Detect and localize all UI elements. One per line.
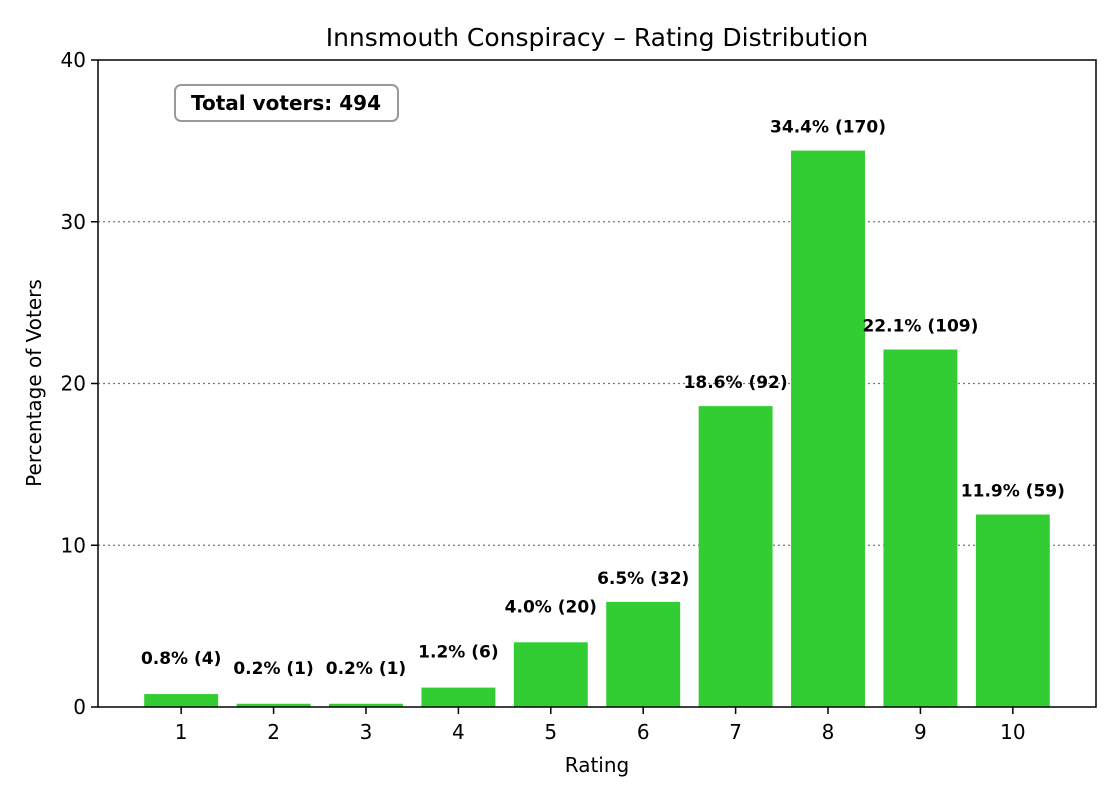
y-tick-label: 10: [61, 533, 86, 557]
x-tick-label: 2: [267, 720, 280, 744]
bar: [329, 703, 403, 707]
y-tick-label: 20: [61, 372, 86, 396]
y-tick-label: 30: [61, 210, 86, 234]
bar: [421, 687, 496, 707]
total-voters-box: [174, 84, 399, 122]
data-label: 22.1% (109): [862, 317, 978, 337]
x-tick-label: 7: [729, 720, 742, 744]
chart-title: Innsmouth Conspiracy – Rating Distributi…: [326, 23, 869, 52]
bar: [144, 694, 219, 707]
data-label: 1.2% (6): [418, 643, 498, 663]
data-label: 0.2% (1): [233, 659, 313, 679]
total-voters-annotation: Total voters: 494: [191, 91, 381, 115]
data-label: 0.2% (1): [326, 659, 406, 679]
x-tick-label: 8: [822, 720, 835, 744]
bar: [883, 349, 958, 707]
bar: [236, 703, 311, 707]
data-label: 4.0% (20): [505, 597, 597, 617]
x-axis-label: Rating: [565, 753, 629, 777]
y-axis-label: Percentage of Voters: [22, 279, 46, 487]
x-tick-label: 4: [452, 720, 465, 744]
bar: [698, 406, 773, 707]
bar: [791, 150, 865, 707]
bar: [606, 601, 681, 707]
x-tick-label: 5: [544, 720, 557, 744]
data-label: 0.8% (4): [141, 649, 221, 669]
x-tick-label: 9: [914, 720, 927, 744]
data-label: 11.9% (59): [961, 482, 1065, 502]
bar: [513, 642, 588, 707]
data-label: 18.6% (92): [684, 373, 788, 393]
data-label: 34.4% (170): [770, 118, 886, 138]
x-tick-label: 1: [175, 720, 188, 744]
x-tick-label: 6: [637, 720, 650, 744]
y-tick-label: 0: [73, 695, 86, 719]
x-tick-label: 3: [360, 720, 373, 744]
bar: [975, 514, 1050, 707]
y-tick-label: 40: [61, 48, 86, 72]
data-label: 6.5% (32): [597, 569, 689, 589]
x-tick-label: 10: [1000, 720, 1025, 744]
